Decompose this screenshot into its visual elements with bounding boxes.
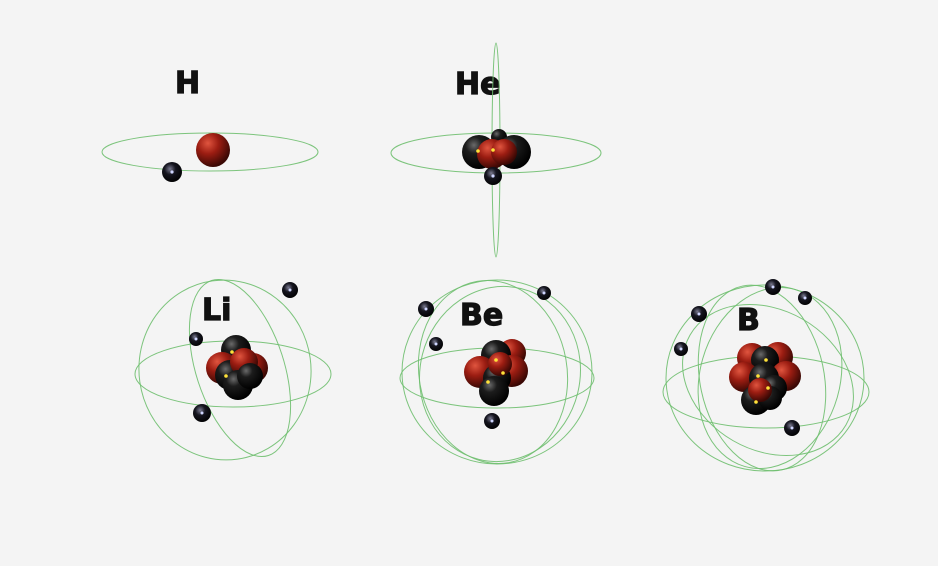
nucleon-highlight [754, 400, 758, 404]
nucleon-highlight [756, 374, 760, 378]
nucleus [462, 129, 531, 169]
electron [193, 404, 211, 422]
electron [765, 279, 781, 295]
nucleon-highlight [494, 358, 498, 362]
proton [748, 378, 772, 402]
proton [488, 352, 512, 376]
electron [537, 286, 551, 300]
electron-orbit [665, 284, 865, 472]
atom-symbol: Li [202, 293, 231, 328]
electron [484, 413, 500, 429]
nucleon-highlight [230, 350, 234, 354]
electron [798, 291, 812, 305]
atom-lithium: Li [134, 278, 332, 461]
electron-orbit [138, 279, 312, 461]
atom-symbol: B [737, 303, 760, 338]
nucleon-highlight [476, 149, 480, 153]
electron [691, 306, 707, 322]
nucleon-highlight [486, 380, 490, 384]
electron [162, 162, 182, 182]
nucleon-highlight [501, 371, 505, 375]
proton [491, 139, 517, 165]
electron [429, 337, 443, 351]
electron-orbit [188, 278, 292, 458]
nucleon-highlight [764, 358, 768, 362]
electron-orbit [697, 284, 827, 472]
electron-orbit [682, 304, 854, 456]
nucleon-highlight [766, 386, 770, 390]
electron [282, 282, 298, 298]
electron [418, 301, 434, 317]
electron-orbit [419, 285, 581, 463]
nucleus [729, 342, 801, 415]
nucleus [206, 335, 268, 400]
nucleon-highlight [224, 374, 228, 378]
atom-helium: He [390, 42, 602, 258]
neutron [479, 376, 509, 406]
electron [784, 420, 800, 436]
electron [674, 342, 688, 356]
electron [484, 167, 502, 185]
atom-symbol: H [175, 66, 200, 101]
electron-orbit [697, 286, 843, 470]
atom-symbol: Be [460, 298, 503, 333]
electron-orbit [101, 132, 319, 172]
proton [196, 133, 230, 167]
neutron [237, 363, 263, 389]
nucleon-highlight [491, 148, 495, 152]
atom-hydrogen: H [101, 65, 319, 182]
electron [189, 332, 203, 346]
atom-beryllium: Be [399, 279, 595, 465]
nucleus [464, 339, 528, 406]
atom-boron: B [662, 279, 870, 472]
